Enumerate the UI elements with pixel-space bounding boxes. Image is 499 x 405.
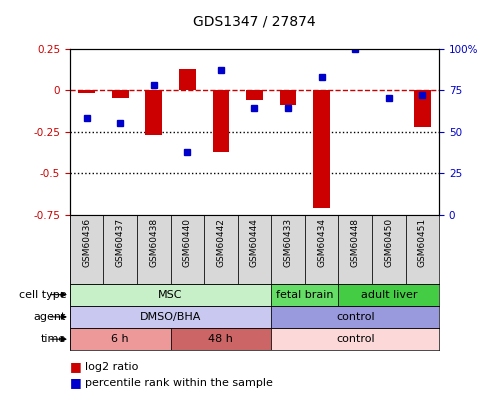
Bar <box>70 284 271 306</box>
Bar <box>279 90 296 105</box>
Text: fetal brain: fetal brain <box>276 290 334 300</box>
Bar <box>70 328 171 350</box>
Text: log2 ratio: log2 ratio <box>85 362 138 371</box>
Bar <box>406 215 439 284</box>
Bar <box>137 215 171 284</box>
Text: 48 h: 48 h <box>209 334 234 344</box>
Text: cell type: cell type <box>18 290 66 300</box>
Text: GSM60438: GSM60438 <box>149 218 158 267</box>
Text: GSM60451: GSM60451 <box>418 218 427 267</box>
Text: GSM60436: GSM60436 <box>82 218 91 267</box>
Bar <box>171 215 204 284</box>
Bar <box>213 90 230 151</box>
Text: 6 h: 6 h <box>111 334 129 344</box>
Bar <box>179 68 196 90</box>
Bar <box>145 90 162 135</box>
Bar <box>271 215 305 284</box>
Bar <box>305 215 338 284</box>
Bar <box>372 215 406 284</box>
Text: GSM60448: GSM60448 <box>351 218 360 267</box>
Text: GSM60440: GSM60440 <box>183 218 192 267</box>
Bar <box>171 328 271 350</box>
Text: percentile rank within the sample: percentile rank within the sample <box>85 378 273 388</box>
Bar <box>204 215 238 284</box>
Bar <box>271 284 338 306</box>
Text: agent: agent <box>34 312 66 322</box>
Text: GSM60450: GSM60450 <box>384 218 393 267</box>
Bar <box>78 90 95 94</box>
Bar <box>246 90 263 100</box>
Text: GSM60444: GSM60444 <box>250 218 259 267</box>
Text: MSC: MSC <box>158 290 183 300</box>
Text: ■: ■ <box>70 376 82 389</box>
Text: ■: ■ <box>70 360 82 373</box>
Text: GSM60442: GSM60442 <box>217 218 226 267</box>
Text: GSM60437: GSM60437 <box>116 218 125 267</box>
Text: GSM60433: GSM60433 <box>283 218 292 267</box>
Bar <box>271 306 439 328</box>
Bar <box>112 90 129 98</box>
Bar <box>70 306 271 328</box>
Text: control: control <box>336 312 375 322</box>
Bar <box>271 328 439 350</box>
Bar <box>70 215 103 284</box>
Bar <box>103 215 137 284</box>
Bar <box>338 284 439 306</box>
Text: control: control <box>336 334 375 344</box>
Bar <box>238 215 271 284</box>
Text: GSM60434: GSM60434 <box>317 218 326 267</box>
Bar <box>338 215 372 284</box>
Text: adult liver: adult liver <box>360 290 417 300</box>
Text: GDS1347 / 27874: GDS1347 / 27874 <box>193 14 316 28</box>
Text: time: time <box>41 334 66 344</box>
Bar <box>414 90 431 127</box>
Bar <box>313 90 330 208</box>
Text: DMSO/BHA: DMSO/BHA <box>140 312 201 322</box>
